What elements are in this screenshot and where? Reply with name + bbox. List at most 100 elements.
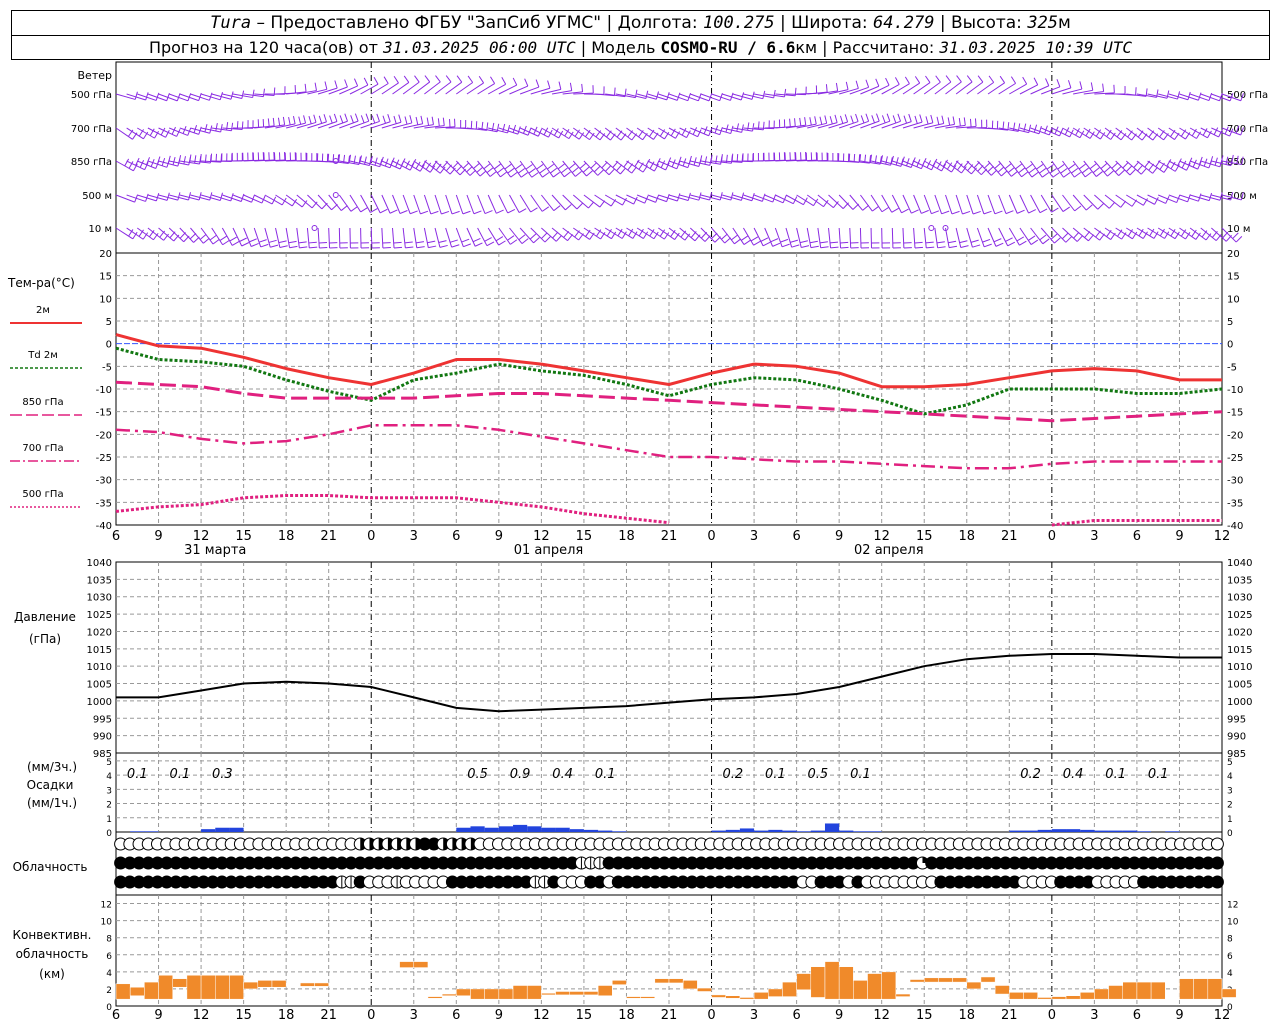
conv-ytick: 8	[106, 935, 112, 945]
wind-barb	[1211, 194, 1231, 201]
wind-barb	[998, 82, 1016, 95]
convective-bar	[966, 981, 982, 990]
wind-barb-flag	[1122, 161, 1129, 169]
calm-circle	[928, 225, 935, 231]
wind-barb-flag	[379, 208, 388, 214]
wind-barb	[466, 194, 475, 214]
wind-barb	[254, 125, 275, 129]
convective-bar	[1051, 996, 1067, 1000]
temp-ytick: -35	[96, 498, 112, 509]
convective-bar	[172, 978, 188, 988]
wind-barb	[1168, 127, 1186, 140]
wind-barb-flag	[1052, 172, 1060, 178]
precip-bar	[1094, 830, 1109, 832]
wind-barb	[275, 194, 293, 207]
wind-barb-flag	[963, 117, 966, 126]
wind-barb-flag	[404, 116, 408, 125]
wind-barb-flag	[1219, 192, 1223, 201]
wind-barb-flag	[1068, 163, 1076, 170]
wind-barb-flag	[486, 241, 495, 247]
wind-barb	[1094, 127, 1112, 140]
wind-barb	[658, 160, 677, 170]
precip-bar	[1165, 831, 1180, 832]
wind-barb	[923, 81, 941, 95]
precip-ytick: 5	[1227, 758, 1233, 768]
wind-barb	[275, 123, 296, 129]
wind-barb-flag	[914, 76, 921, 84]
wind-barb	[679, 93, 699, 102]
wind-barb	[1179, 93, 1199, 101]
wind-barb-flag	[620, 167, 626, 175]
wind-barb-flag	[617, 228, 623, 237]
wind-barb-flag	[189, 154, 192, 163]
wind-barb-flag	[403, 75, 410, 83]
wind-barb-flag	[1154, 197, 1159, 205]
wind-barb-flag	[578, 132, 585, 140]
wind-barb-flag	[801, 245, 810, 248]
precip-value-label: 0.5	[467, 767, 488, 782]
hour-label: 9	[495, 529, 503, 544]
wind-barb-flag	[1005, 237, 1013, 242]
wind-barb-flag	[588, 201, 595, 209]
wind-barb-flag	[1208, 192, 1213, 201]
wind-barb-flag	[405, 160, 410, 169]
wind-barb-flag	[553, 171, 561, 178]
wind-barb	[498, 194, 509, 214]
wind-barb-flag	[1170, 228, 1176, 237]
temp-ytick: -35	[1227, 498, 1243, 509]
wind-barb	[211, 227, 224, 246]
wind-barb-flag	[369, 156, 373, 164]
pressure-unit: (гПа)	[29, 632, 61, 646]
wind-barb	[828, 194, 844, 209]
precip-value-label: 0.1	[127, 767, 148, 782]
wind-barb-flag	[809, 117, 812, 126]
wind-barb-flag	[1127, 229, 1134, 237]
separator: |	[774, 13, 792, 33]
wind-barb-flag	[942, 159, 949, 167]
hour-label: 12	[533, 1008, 550, 1023]
wind-barb	[753, 227, 764, 247]
wind-barb	[626, 227, 644, 239]
wind-barb	[392, 227, 395, 248]
convective-bar	[1207, 978, 1223, 1000]
wind-barb	[1019, 227, 1032, 245]
wind-barb	[200, 93, 221, 101]
precip-value-label: 0.4	[552, 767, 573, 782]
convective-bar	[668, 978, 684, 984]
wind-barb	[286, 122, 306, 129]
wind-barb	[339, 85, 358, 95]
wind-barb-flag	[1081, 167, 1089, 174]
wind-barb-flag	[865, 79, 870, 88]
wind-barb	[1126, 227, 1144, 239]
wind-level-label: 10 м	[89, 224, 112, 235]
wind-barb-flag	[1062, 206, 1070, 212]
wind-barb-flag	[1142, 231, 1148, 239]
wind-barb-flag	[188, 192, 192, 201]
wind-barb-flag	[399, 210, 408, 214]
wind-barb	[913, 82, 931, 95]
hour-label: 6	[1133, 1008, 1141, 1023]
convective-bar	[512, 985, 528, 1000]
wind-barb	[668, 93, 689, 102]
precip-value-label: 0.1	[850, 767, 871, 782]
wind-barb	[636, 93, 657, 100]
wind-barb-flag	[676, 92, 681, 101]
wind-barb	[583, 227, 601, 240]
wind-barb-flag	[687, 92, 691, 101]
wind-barb	[530, 127, 549, 138]
wind-barb-flag	[958, 118, 961, 127]
wind-barb-flag	[677, 156, 682, 165]
hour-label: 9	[835, 529, 843, 544]
precip-bar	[201, 829, 216, 832]
wind-barb-flag	[309, 246, 318, 249]
wind-barb-flag	[500, 171, 508, 178]
wind-barb-flag	[794, 118, 796, 127]
wind-barb-flag	[676, 193, 681, 202]
wind-barb-flag	[510, 239, 518, 245]
wind-barb	[211, 93, 232, 100]
conv-ytick: 10	[1227, 918, 1239, 928]
wind-barb-flag	[951, 210, 960, 215]
wind-barb	[1147, 127, 1164, 141]
wind-barb-flag	[834, 114, 838, 123]
wind-barb-flag	[663, 232, 670, 240]
